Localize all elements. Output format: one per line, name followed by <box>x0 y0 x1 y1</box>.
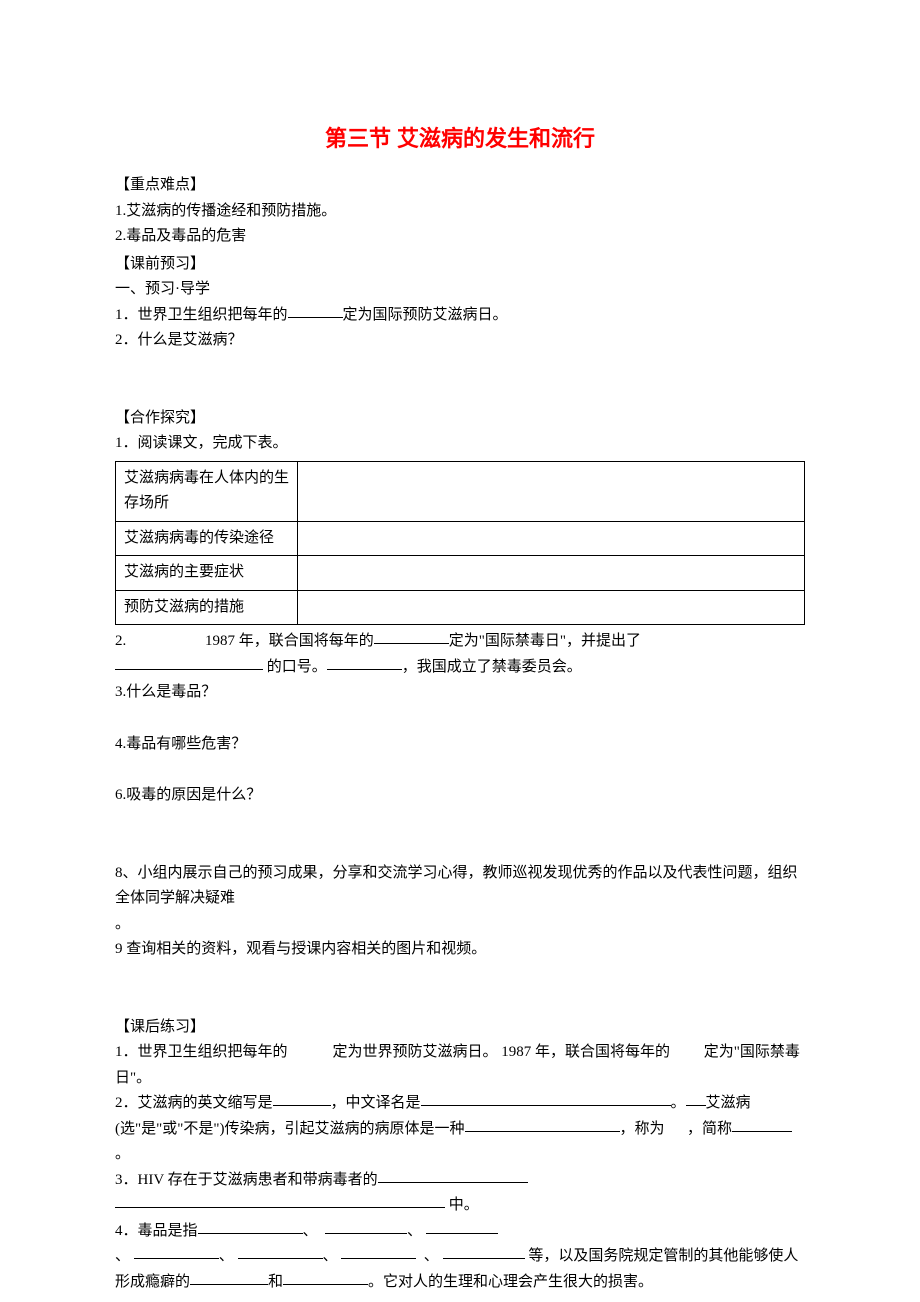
preview-q1-pre: 1．世界卫生组织把每年的 <box>115 307 288 323</box>
blank-p2g[interactable] <box>732 1117 792 1132</box>
coop-q4: 4.毒品有哪些危害？ <box>115 732 805 758</box>
practice-p2-f: ，称为 <box>620 1121 665 1137</box>
practice-p2-d: 艾滋病 <box>706 1095 751 1111</box>
practice-p1-a: 1．世界卫生组织把每年的 <box>115 1044 288 1060</box>
blank-p2b[interactable] <box>421 1091 671 1106</box>
coop-q2-mid3: 的口号。 <box>267 659 327 675</box>
coop-q8-period: 。 <box>115 912 805 938</box>
preview-heading: 【课前预习】 <box>115 252 805 278</box>
coop-q2-mid1: 1987 年，联合国将每年的 <box>205 633 374 649</box>
practice-p1: 1．世界卫生组织把每年的 定为世界预防艾滋病日。 1987 年，联合国将每年的 … <box>115 1040 805 1091</box>
preview-q2: 2．什么是艾滋病？ <box>115 328 805 354</box>
preview-subheading: 一、预习·导学 <box>115 277 805 303</box>
blank-p4a[interactable] <box>198 1219 303 1234</box>
coop-q2-post: ，我国成立了禁毒委员会。 <box>402 659 582 675</box>
table-cell-label: 艾滋病病毒在人体内的生存场所 <box>116 461 298 521</box>
coop-q1: 1．阅读课文，完成下表。 <box>115 431 805 457</box>
blank-coop-q2a[interactable] <box>374 629 449 644</box>
practice-p2-a: 2．艾滋病的英文缩写是 <box>115 1095 273 1111</box>
blank-p2c[interactable] <box>686 1091 706 1106</box>
practice-p4-d: 、 <box>115 1248 130 1264</box>
table-cell-label: 预防艾滋病的措施 <box>116 590 298 625</box>
coop-q6: 6.吸毒的原因是什么？ <box>115 783 805 809</box>
table-cell-answer[interactable] <box>298 590 805 625</box>
aids-table: 艾滋病病毒在人体内的生存场所 艾滋病病毒的传染途径 艾滋病的主要症状 预防艾滋病… <box>115 461 805 626</box>
practice-heading: 【课后练习】 <box>115 1015 805 1041</box>
blank-p4i[interactable] <box>283 1270 368 1285</box>
blank-p4c[interactable] <box>426 1219 498 1234</box>
blank-coop-q2b[interactable] <box>115 655 263 670</box>
practice-p2-line1: 2．艾滋病的英文缩写是 ，中文译名是 。 艾滋病 <box>115 1091 805 1117</box>
coop-q2-mid2: 定为"国际禁毒日"，并提出了 <box>449 633 641 649</box>
table-cell-label: 艾滋病病毒的传染途径 <box>116 521 298 556</box>
preview-q1: 1．世界卫生组织把每年的 定为国际预防艾滋病日。 <box>115 303 805 329</box>
blank-p4g[interactable] <box>443 1244 525 1259</box>
practice-p3-line2: 中。 <box>115 1193 805 1219</box>
table-row: 艾滋病病毒在人体内的生存场所 <box>116 461 805 521</box>
coop-q2-line2: 的口号。 ，我国成立了禁毒委员会。 <box>115 655 805 681</box>
practice-p2-b: ，中文译名是 <box>331 1095 421 1111</box>
coop-q9: 9 查询相关的资料，观看与授课内容相关的图片和视频。 <box>115 937 805 963</box>
blank-p4b[interactable] <box>325 1219 407 1234</box>
table-row: 艾滋病的主要症状 <box>116 556 805 591</box>
practice-p1-b: 定为世界预防艾滋病日。 1987 年，联合国将每年的 <box>333 1044 671 1060</box>
practice-p4-c: 、 <box>407 1223 422 1239</box>
practice-p3-b: 中。 <box>449 1197 479 1213</box>
document-title: 第三节 艾滋病的发生和流行 <box>115 120 805 157</box>
blank-p4h[interactable] <box>190 1270 268 1285</box>
table-cell-answer[interactable] <box>298 521 805 556</box>
blank-p3b[interactable] <box>115 1193 445 1208</box>
blank-p3a[interactable] <box>378 1168 528 1183</box>
practice-p4-f: 、 <box>323 1248 338 1264</box>
practice-p4-a: 4．毒品是指 <box>115 1223 198 1239</box>
blank-p2a[interactable] <box>273 1091 331 1106</box>
coop-q2-pre: 2. <box>115 633 126 649</box>
preview-q1-post: 定为国际预防艾滋病日。 <box>343 307 508 323</box>
cooperative-heading: 【合作探究】 <box>115 406 805 432</box>
blank-preview-q1[interactable] <box>288 303 343 318</box>
practice-p3-a: 3．HIV 存在于艾滋病患者和带病毒者的 <box>115 1172 378 1188</box>
practice-p4-b: 、 <box>303 1223 318 1239</box>
blank-p2e[interactable] <box>465 1117 620 1132</box>
keypoint-1: 1.艾滋病的传播途经和预防措施。 <box>115 199 805 225</box>
coop-q8: 8、小组内展示自己的预习成果，分享和交流学习心得，教师巡视发现优秀的作品以及代表… <box>115 861 805 912</box>
practice-p2-c: 。 <box>671 1095 686 1111</box>
practice-p4-g: 、 <box>424 1248 439 1264</box>
keypoint-2: 2.毒品及毒品的危害 <box>115 224 805 250</box>
table-row: 预防艾滋病的措施 <box>116 590 805 625</box>
practice-p2-line2: (选"是"或"不是")传染病，引起艾滋病的病原体是一种 ，称为 ，简称。 <box>115 1117 805 1168</box>
blank-p4d[interactable] <box>134 1244 219 1259</box>
blank-p4f[interactable] <box>341 1244 416 1259</box>
table-row: 艾滋病病毒的传染途径 <box>116 521 805 556</box>
practice-p2-h: 。 <box>115 1146 130 1162</box>
coop-q2: 2. 1987 年，联合国将每年的 定为"国际禁毒日"，并提出了 <box>115 629 805 655</box>
blank-p4e[interactable] <box>238 1244 323 1259</box>
table-cell-answer[interactable] <box>298 461 805 521</box>
coop-q3: 3.什么是毒品？ <box>115 680 805 706</box>
practice-p4-e: 、 <box>219 1248 234 1264</box>
blank-coop-q2c[interactable] <box>327 655 402 670</box>
practice-p3-line1: 3．HIV 存在于艾滋病患者和带病毒者的 <box>115 1168 805 1194</box>
keypoints-heading: 【重点难点】 <box>115 173 805 199</box>
practice-p4-line1: 4．毒品是指 、 、 <box>115 1219 805 1245</box>
table-cell-label: 艾滋病的主要症状 <box>116 556 298 591</box>
practice-p2-g: ，简称 <box>687 1121 732 1137</box>
practice-p2-e: (选"是"或"不是")传染病，引起艾滋病的病原体是一种 <box>115 1121 465 1137</box>
practice-p4-line2: 、 、 、 、 等，以及国务院规定管制的其他能够使人形成瘾癖的和。它对人的生理和… <box>115 1244 805 1295</box>
table-cell-answer[interactable] <box>298 556 805 591</box>
practice-p4-i: 和 <box>268 1274 283 1290</box>
practice-p4-j: 。它对人的生理和心理会产生很大的损害。 <box>368 1274 653 1290</box>
